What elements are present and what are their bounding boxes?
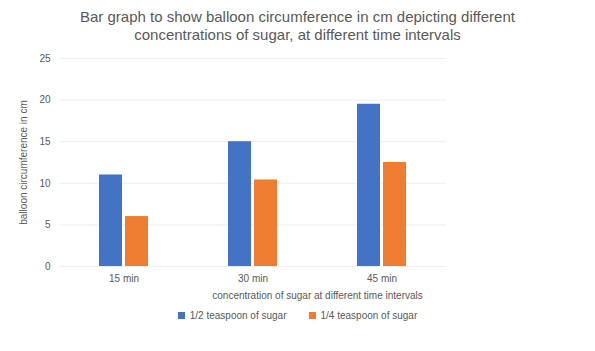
svg-text:20: 20: [39, 94, 51, 105]
svg-text:30 min: 30 min: [238, 273, 268, 284]
svg-text:15 min: 15 min: [109, 273, 139, 284]
svg-text:45 min: 45 min: [367, 273, 397, 284]
svg-text:15: 15: [39, 136, 51, 147]
svg-text:25: 25: [39, 53, 51, 64]
svg-text:balloon circumference in cm: balloon circumference in cm: [18, 100, 29, 225]
html-text:1/4 teaspoon of sugar: 1/4 teaspoon of sugar: [320, 310, 418, 321]
svg-text:0: 0: [45, 261, 51, 272]
svg-text:concentration of sugar at diff: concentration of sugar at different time…: [212, 290, 422, 301]
svg-text:5: 5: [45, 219, 51, 230]
html-text:1/2 teaspoon of sugar: 1/2 teaspoon of sugar: [189, 310, 287, 321]
svg-text:10: 10: [39, 178, 51, 189]
html-text:Bar graph to show balloon circ: Bar graph to show balloon circumference …: [80, 8, 515, 43]
